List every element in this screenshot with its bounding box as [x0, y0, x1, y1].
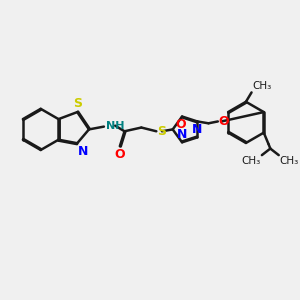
- Text: O: O: [176, 118, 187, 131]
- Text: CH₃: CH₃: [242, 156, 261, 166]
- Text: S: S: [73, 98, 82, 110]
- Text: N: N: [177, 128, 187, 141]
- Text: CH₃: CH₃: [253, 82, 272, 92]
- Text: CH₃: CH₃: [280, 156, 299, 166]
- Text: S: S: [157, 125, 166, 138]
- Text: N: N: [192, 123, 202, 136]
- Text: O: O: [218, 115, 229, 128]
- Text: O: O: [115, 148, 125, 161]
- Text: N: N: [78, 145, 88, 158]
- Text: NH: NH: [106, 121, 124, 131]
